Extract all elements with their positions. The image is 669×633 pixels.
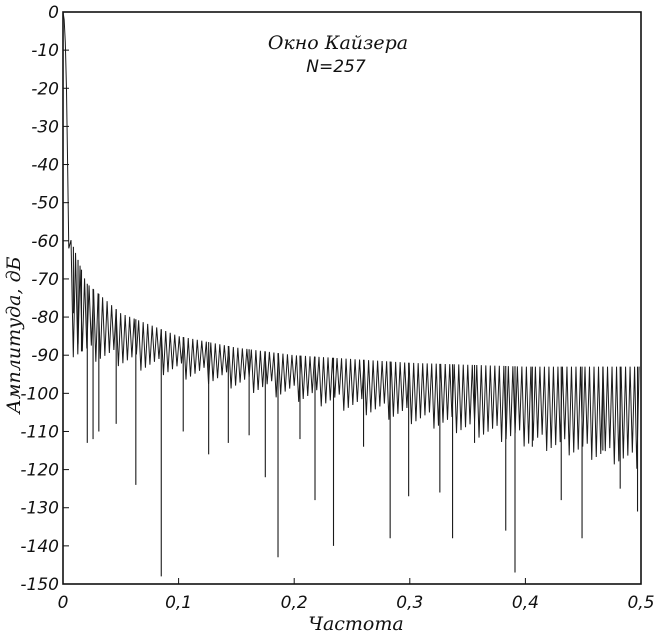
- y-tick-label: -70: [31, 270, 59, 290]
- y-tick-label: -130: [20, 499, 59, 519]
- y-tick-label: -10: [31, 41, 59, 61]
- plot-area: [62, 11, 642, 585]
- x-axis: 0 0,1 0,2 0,3 0,4 0,5: [58, 578, 655, 613]
- y-tick-label: -60: [31, 232, 59, 252]
- chart-title: Окно Кайзера: [268, 32, 408, 54]
- y-tick-label: -20: [31, 79, 59, 99]
- y-tick-label: -150: [20, 575, 59, 595]
- x-tick-label: 0,2: [281, 593, 308, 613]
- y-tick-label: -40: [31, 156, 59, 176]
- x-tick-label: 0,4: [512, 593, 539, 613]
- y-tick-label: -100: [20, 384, 59, 404]
- spectrum-series: [62, 11, 640, 469]
- chart-subtitle: N=257: [306, 57, 366, 77]
- null-spikes: [72, 246, 639, 577]
- y-tick-label: -90: [31, 346, 59, 366]
- y-axis-title: Амплитуда, дБ: [3, 256, 25, 415]
- x-tick-label: 0,5: [627, 593, 654, 613]
- y-tick-label: -50: [31, 194, 59, 214]
- x-tick-label: 0: [58, 593, 69, 613]
- x-tick-label: 0,3: [396, 593, 423, 613]
- y-tick-label: -80: [31, 308, 59, 328]
- spectrum-line: [62, 11, 640, 469]
- y-axis: 0 -10 -20 -30 -40 -50 -60 -70 -80 -90 -100 -110 -120…: [20, 3, 69, 595]
- y-tick-label: 0: [48, 3, 59, 23]
- y-tick-label: -120: [20, 461, 59, 481]
- x-tick-label: 0,1: [165, 593, 192, 613]
- y-tick-label: -110: [20, 422, 59, 442]
- y-tick-label: -140: [20, 537, 59, 557]
- x-axis-title: Частота: [308, 613, 403, 633]
- y-tick-label: -30: [31, 117, 59, 137]
- plot-frame: [62, 11, 642, 585]
